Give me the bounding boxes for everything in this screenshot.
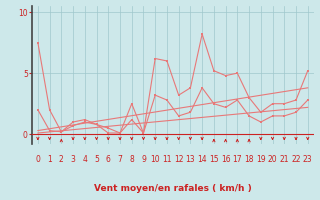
X-axis label: Vent moyen/en rafales ( km/h ): Vent moyen/en rafales ( km/h ) — [94, 184, 252, 193]
